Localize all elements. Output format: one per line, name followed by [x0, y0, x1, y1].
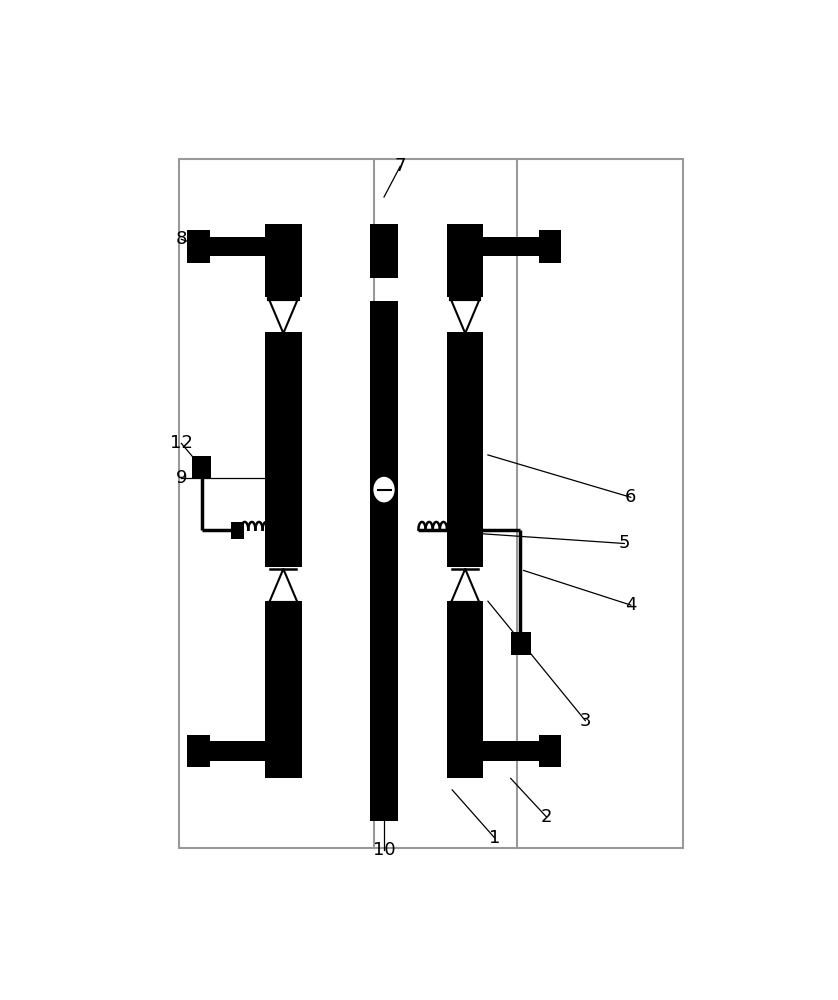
Text: 6: 6 [625, 488, 637, 506]
Bar [511, 632, 530, 655]
Bar [370, 301, 398, 821]
Polygon shape [451, 569, 479, 603]
Text: 8: 8 [176, 230, 187, 248]
Bar [187, 230, 210, 263]
Text: 5: 5 [618, 534, 630, 552]
Bar [187, 735, 210, 767]
Bar [447, 332, 484, 567]
Bar [484, 237, 539, 256]
Circle shape [372, 476, 396, 503]
Text: 1: 1 [489, 829, 500, 847]
Text: 12: 12 [170, 434, 193, 452]
Polygon shape [451, 299, 479, 333]
Text: 4: 4 [625, 596, 637, 614]
Bar [265, 224, 302, 297]
Bar [193, 456, 210, 478]
Bar [539, 230, 561, 263]
Bar [370, 224, 398, 278]
Polygon shape [269, 569, 297, 603]
Bar [210, 741, 265, 761]
Bar [454, 522, 467, 539]
Bar [447, 601, 484, 778]
Text: 10: 10 [373, 841, 396, 859]
Bar [179, 158, 683, 848]
Bar [484, 741, 539, 761]
Bar [447, 224, 484, 297]
Polygon shape [269, 299, 297, 333]
Bar [265, 601, 302, 778]
Bar [231, 522, 245, 539]
Text: 7: 7 [395, 157, 406, 175]
Bar [265, 332, 302, 567]
Text: 9: 9 [176, 469, 187, 487]
Text: 2: 2 [541, 808, 552, 826]
Bar [210, 237, 265, 256]
Text: 3: 3 [580, 712, 591, 730]
Bar [539, 735, 561, 767]
